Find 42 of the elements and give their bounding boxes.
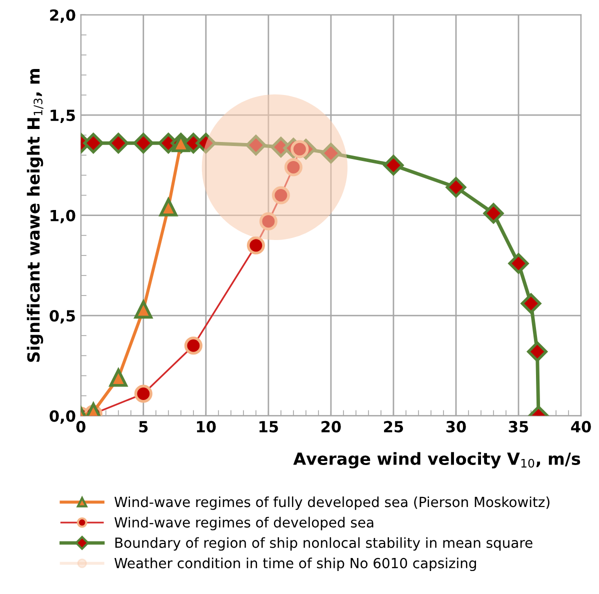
point (290, 140, 309, 158)
point (527, 341, 548, 362)
x-tick-label: 5 (139, 421, 148, 432)
y-tick-label: 0,0 (50, 410, 76, 424)
legend-label: Boundary of region of ship nonlocal stability in mean square (115, 537, 532, 551)
y-axis-title: Significant wawe height H$_{1/3}$, m (26, 69, 44, 362)
y-tick-label: 1,5 (50, 110, 75, 124)
point (483, 203, 504, 224)
x-tick-label: 10 (197, 420, 216, 432)
point (272, 186, 290, 204)
legend-label: Wind-wave regimes of fully developed sea (Pierson Moskowitz) (114, 496, 550, 510)
point (508, 253, 529, 274)
x-tick-label: 25 (384, 420, 404, 432)
point (134, 384, 152, 403)
legend-label: Wind-wave regimes of developed sea (114, 516, 374, 530)
point (184, 336, 202, 355)
point (320, 142, 342, 164)
x-tick-label: 35 (508, 420, 528, 432)
point (446, 177, 466, 198)
y-tick-label: 2,0 (50, 9, 76, 23)
x-tick-label: 0 (76, 420, 86, 432)
point (83, 132, 104, 154)
point (109, 368, 128, 387)
point (134, 300, 152, 319)
x-tick-label: 15 (260, 421, 278, 432)
point (259, 212, 278, 230)
x-tick-label: 20 (322, 420, 341, 432)
point (159, 198, 178, 216)
point (108, 132, 129, 154)
y-tick-label: 0,5 (50, 310, 75, 324)
point (383, 154, 404, 176)
legend-label: Weather condition in time of ship No 6010 capsizing (114, 558, 476, 572)
point (133, 132, 154, 154)
point (196, 132, 216, 154)
point (284, 158, 302, 176)
x-tick-label: 40 (571, 420, 591, 432)
x-axis-title: Average wind velocity V$_{10}$, m/s (293, 452, 580, 468)
point (246, 236, 265, 254)
point (520, 293, 542, 314)
y-tick-label: 1,0 (50, 210, 76, 224)
x-tick-label: 30 (446, 420, 466, 432)
point (246, 134, 266, 156)
